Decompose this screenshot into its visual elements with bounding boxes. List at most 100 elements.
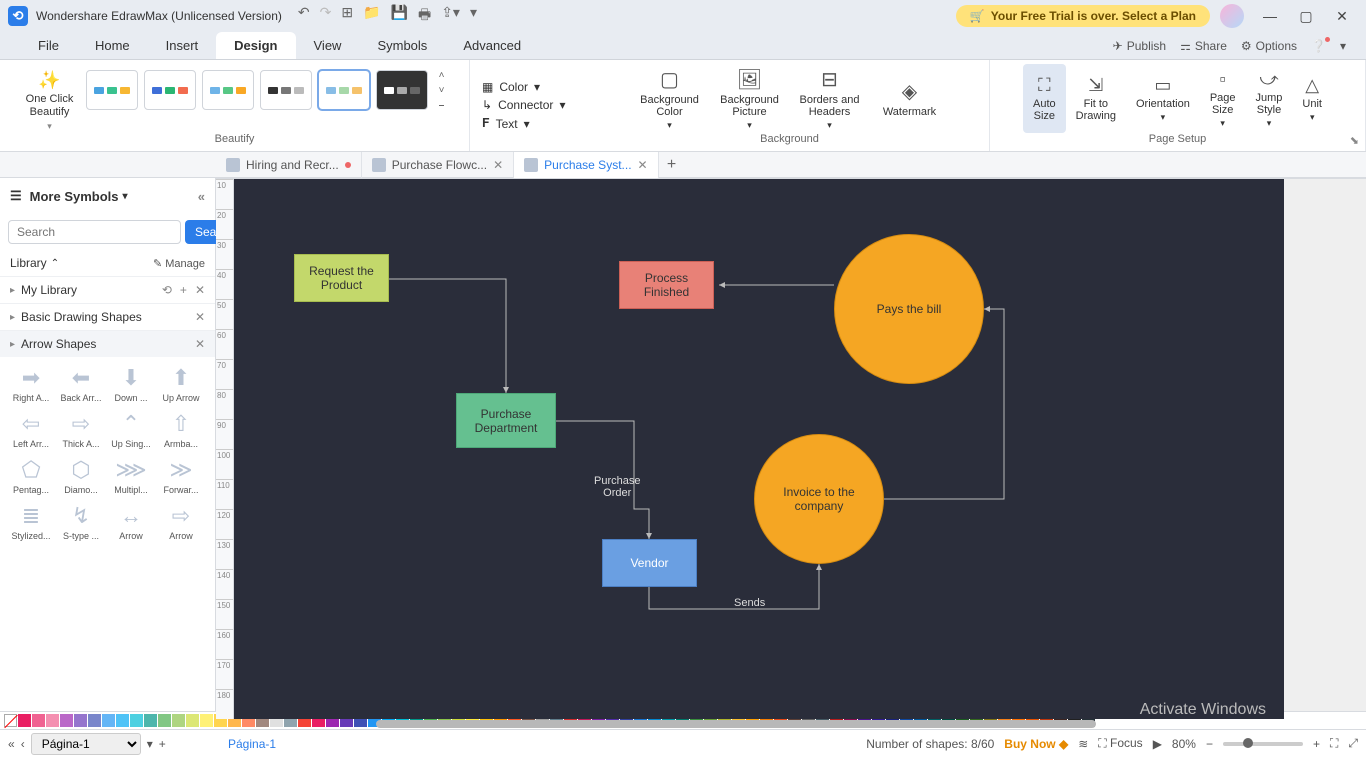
shape-stencil[interactable]: ⬠Pentag... [6, 453, 56, 499]
notification-icon[interactable]: ❔ [1311, 39, 1326, 53]
collapse-ribbon-icon[interactable]: ▾ [1340, 39, 1346, 53]
shape-stencil[interactable]: ↔Arrow [106, 499, 156, 545]
shape-stencil[interactable]: ➡Right A... [6, 361, 56, 407]
library-label[interactable]: Library [10, 256, 47, 270]
background-color-button[interactable]: ▢Background Color▾ [630, 64, 710, 133]
page-size-button[interactable]: ▫Page Size▾ [1200, 64, 1246, 133]
theme-swatch[interactable] [260, 70, 312, 110]
buy-now-link[interactable]: Buy Now ◆ [1004, 737, 1068, 751]
symbol-category[interactable]: ▸My Library⟲+✕ [0, 276, 215, 303]
prev-page-icon[interactable]: ‹ [21, 737, 25, 751]
undo-icon[interactable]: ↶ [298, 4, 310, 28]
minimize-icon[interactable]: — [1254, 4, 1286, 28]
menu-tab-symbols[interactable]: Symbols [359, 32, 445, 59]
color-swatch[interactable] [186, 714, 199, 727]
user-avatar[interactable] [1220, 4, 1244, 28]
shape-stencil[interactable]: ⇨Arrow [156, 499, 206, 545]
jump-style-button[interactable]: ⤻Jump Style▾ [1246, 64, 1293, 133]
color-swatch[interactable] [172, 714, 185, 727]
theme-swatch[interactable] [144, 70, 196, 110]
color-swatch[interactable] [130, 714, 143, 727]
shape-stencil[interactable]: ⬡Diamo... [56, 453, 106, 499]
color-swatch[interactable] [116, 714, 129, 727]
fit-drawing-button[interactable]: ⇲Fit to Drawing [1066, 64, 1126, 133]
first-page-icon[interactable]: « [8, 737, 15, 751]
close-icon[interactable]: ✕ [1326, 4, 1358, 28]
color-swatch[interactable] [74, 714, 87, 727]
fullscreen-icon[interactable]: ⤢ [1348, 736, 1358, 751]
share-button[interactable]: ⚎ Share [1180, 39, 1227, 53]
shape-stencil[interactable]: ⇧Armba... [156, 407, 206, 453]
theme-swatch[interactable] [318, 70, 370, 110]
print-icon[interactable]: 🖶 [418, 4, 431, 28]
theme-swatch[interactable] [376, 70, 428, 110]
export-icon[interactable]: ⇪▾ [441, 4, 460, 28]
color-swatch[interactable] [144, 714, 157, 727]
pagesetup-expand-icon[interactable]: ⬊ [1350, 134, 1359, 147]
zoom-slider[interactable] [1223, 742, 1303, 746]
shape-stencil[interactable]: ⋙Multipl... [106, 453, 156, 499]
layers-icon[interactable]: ≋ [1078, 737, 1088, 751]
document-tab[interactable]: Purchase Syst...✕ [514, 152, 658, 178]
text-dropdown[interactable]: 𝐅Text ▾ [482, 116, 578, 131]
theme-swatch[interactable] [86, 70, 138, 110]
no-color-swatch[interactable] [4, 714, 17, 727]
menu-tab-insert[interactable]: Insert [148, 32, 217, 59]
gallery-up-icon[interactable]: ˄ [434, 70, 450, 81]
flowchart-node[interactable]: Request the Product [294, 254, 389, 302]
unit-button[interactable]: △Unit▾ [1292, 64, 1332, 133]
presentation-icon[interactable]: ▶ [1153, 737, 1162, 751]
flowchart-node[interactable]: Vendor [602, 539, 697, 587]
color-swatch[interactable] [60, 714, 73, 727]
redo-icon[interactable]: ↷ [320, 4, 332, 28]
document-tab[interactable]: Purchase Flowc...✕ [362, 152, 514, 178]
more-symbols-label[interactable]: More Symbols [30, 189, 119, 204]
zoom-out-icon[interactable]: − [1206, 737, 1213, 751]
theme-swatch[interactable] [202, 70, 254, 110]
orientation-button[interactable]: ▭Orientation▾ [1126, 64, 1200, 133]
menu-tab-design[interactable]: Design [216, 32, 295, 59]
background-picture-button[interactable]: 🖼Background Picture▾ [710, 64, 790, 133]
shape-stencil[interactable]: ⬇Down ... [106, 361, 156, 407]
shape-stencil[interactable]: ⬆Up Arrow [156, 361, 206, 407]
flowchart-node[interactable]: Pays the bill [834, 234, 984, 384]
symbol-search-input[interactable] [8, 220, 181, 244]
shape-stencil[interactable]: ⇦Left Arr... [6, 407, 56, 453]
menu-tab-home[interactable]: Home [77, 32, 148, 59]
symbol-category[interactable]: ▸Arrow Shapes✕ [0, 330, 215, 357]
color-swatch[interactable] [18, 714, 31, 727]
add-tab-button[interactable]: + [659, 156, 685, 174]
color-swatch[interactable] [88, 714, 101, 727]
shape-stencil[interactable]: ⬅Back Arr... [56, 361, 106, 407]
shape-stencil[interactable]: ⌃Up Sing... [106, 407, 156, 453]
focus-mode[interactable]: ⛶ Focus [1098, 736, 1142, 751]
watermark-button[interactable]: ◈Watermark [870, 64, 950, 133]
symbol-category[interactable]: ▸Basic Drawing Shapes✕ [0, 303, 215, 330]
color-swatch[interactable] [32, 714, 45, 727]
connector-dropdown[interactable]: ↳Connector ▾ [482, 98, 578, 112]
menu-tab-file[interactable]: File [20, 32, 77, 59]
new-icon[interactable]: ⊞ [341, 4, 353, 28]
theme-gallery[interactable] [86, 70, 428, 110]
document-tab[interactable]: Hiring and Recr... [216, 152, 362, 178]
more-icon[interactable]: ▾ [470, 4, 477, 28]
manage-library[interactable]: ✎ Manage [153, 257, 205, 270]
active-page-label[interactable]: Página-1 [228, 737, 276, 751]
shape-stencil[interactable]: ≣Stylized... [6, 499, 56, 545]
one-click-beautify[interactable]: ✨ One Click Beautify ▾ [20, 70, 80, 132]
auto-size-button[interactable]: ⛶Auto Size [1023, 64, 1066, 133]
borders-headers-button[interactable]: ⊟Borders and Headers▾ [790, 64, 870, 133]
flowchart-node[interactable]: Invoice to the company [754, 434, 884, 564]
gallery-down-icon[interactable]: ˅ [434, 85, 450, 96]
fit-page-icon[interactable]: ⛶ [1330, 736, 1338, 751]
menu-tab-view[interactable]: View [296, 32, 360, 59]
shape-stencil[interactable]: ↯S-type ... [56, 499, 106, 545]
color-dropdown[interactable]: ▦Color ▾ [482, 80, 578, 94]
collapse-panel-icon[interactable]: « [198, 189, 205, 204]
gallery-more-icon[interactable]: ⎯ [434, 100, 450, 111]
page-select[interactable]: Página-1 [31, 733, 141, 755]
add-page-icon[interactable]: + [159, 737, 166, 751]
maximize-icon[interactable]: ▢ [1290, 4, 1322, 28]
flowchart-node[interactable]: Process Finished [619, 261, 714, 309]
flowchart-node[interactable]: Purchase Department [456, 393, 556, 448]
